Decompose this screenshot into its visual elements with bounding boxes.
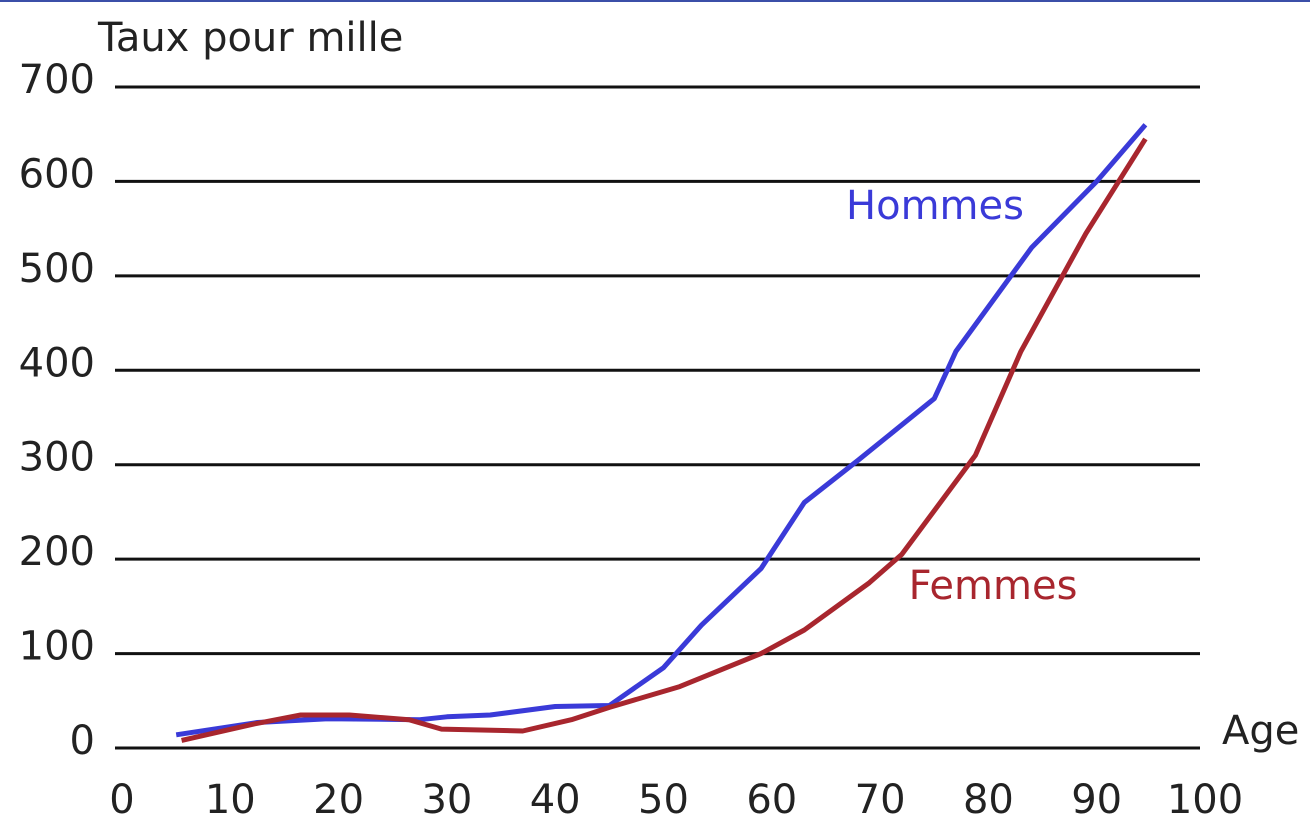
x-tick-label: 30 xyxy=(421,777,472,823)
series-line xyxy=(181,137,1148,743)
x-tick-label: 70 xyxy=(855,777,906,823)
x-tick-label: 90 xyxy=(1071,777,1122,823)
x-tick-label: 80 xyxy=(963,777,1014,823)
x-tick-label: 100 xyxy=(1167,777,1243,823)
x-tick-label: 20 xyxy=(313,777,364,823)
y-tick-label: 300 xyxy=(19,435,95,481)
x-tick-label: 50 xyxy=(638,777,689,823)
series-label: Hommes xyxy=(846,183,1024,229)
series-label: Femmes xyxy=(909,563,1078,609)
x-tick-label: 40 xyxy=(530,777,581,823)
y-axis-label: Taux pour mille xyxy=(97,15,403,61)
y-tick-label: 700 xyxy=(19,57,95,103)
y-tick-label: 500 xyxy=(19,246,95,292)
x-tick-label: 0 xyxy=(109,777,134,823)
y-tick-label: 600 xyxy=(19,151,95,197)
y-tick-label: 100 xyxy=(19,624,95,670)
x-tick-label: 10 xyxy=(205,777,256,823)
x-axis-label: Age xyxy=(1222,708,1299,754)
y-tick-label: 0 xyxy=(70,718,95,764)
y-tick-label: 200 xyxy=(19,529,95,575)
x-tick-label: 60 xyxy=(746,777,797,823)
y-tick-label: 400 xyxy=(19,340,95,386)
